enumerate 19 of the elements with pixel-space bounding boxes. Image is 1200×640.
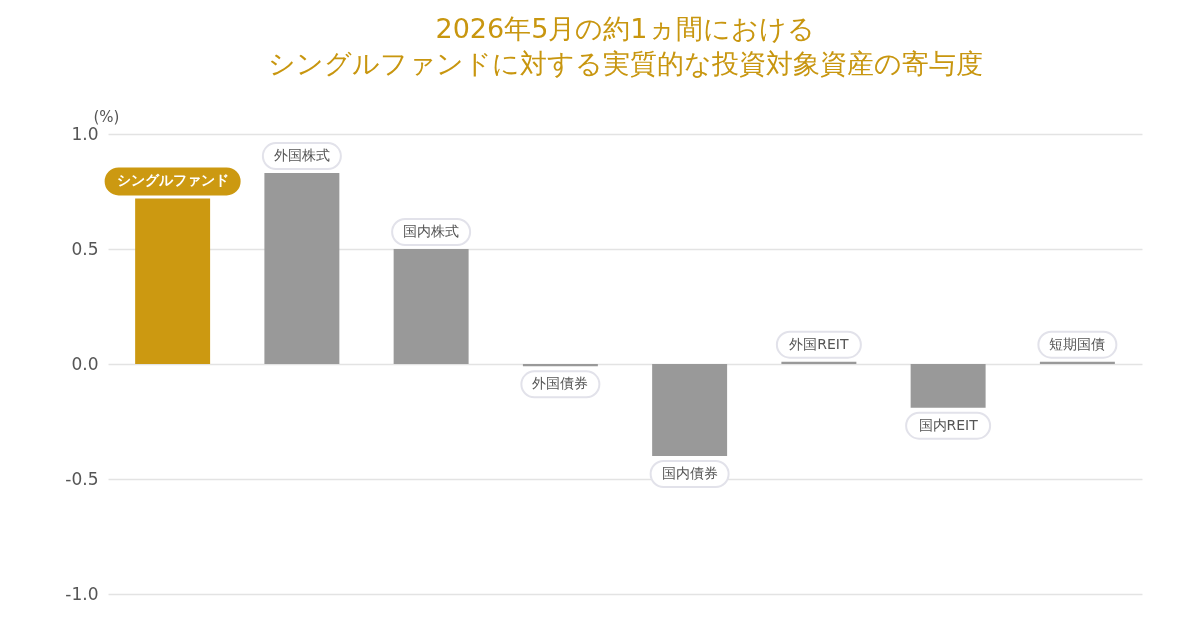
bar <box>910 364 986 408</box>
chart-subtitle: シングルファンドに対する実質的な投資対象資産の寄与度 <box>267 48 983 79</box>
y-tick-label: 0.5 <box>71 238 99 259</box>
y-tick-label: -1.0 <box>65 583 99 604</box>
x-tick-label: 外国債券 <box>532 375 589 392</box>
x-tick-label: 外国株式 <box>273 147 330 164</box>
y-tick-label: -0.5 <box>65 468 99 489</box>
x-tick-label: 外国REIT <box>789 335 849 352</box>
x-tick-label: シングルファンド <box>116 172 229 189</box>
y-axis-title: (%) <box>93 107 120 126</box>
x-tick-label: 短期国債 <box>1049 335 1106 352</box>
chart-title: 2026年5月の約1ヵ間における <box>435 13 815 44</box>
x-tick-label: 国内債券 <box>661 465 718 481</box>
x-tick-label: 国内株式 <box>403 223 460 239</box>
bar <box>393 249 469 364</box>
bar <box>264 173 340 364</box>
x-tick-label: 国内REIT <box>918 416 979 433</box>
y-tick-label: 0.0 <box>71 353 99 374</box>
bar <box>652 364 728 456</box>
